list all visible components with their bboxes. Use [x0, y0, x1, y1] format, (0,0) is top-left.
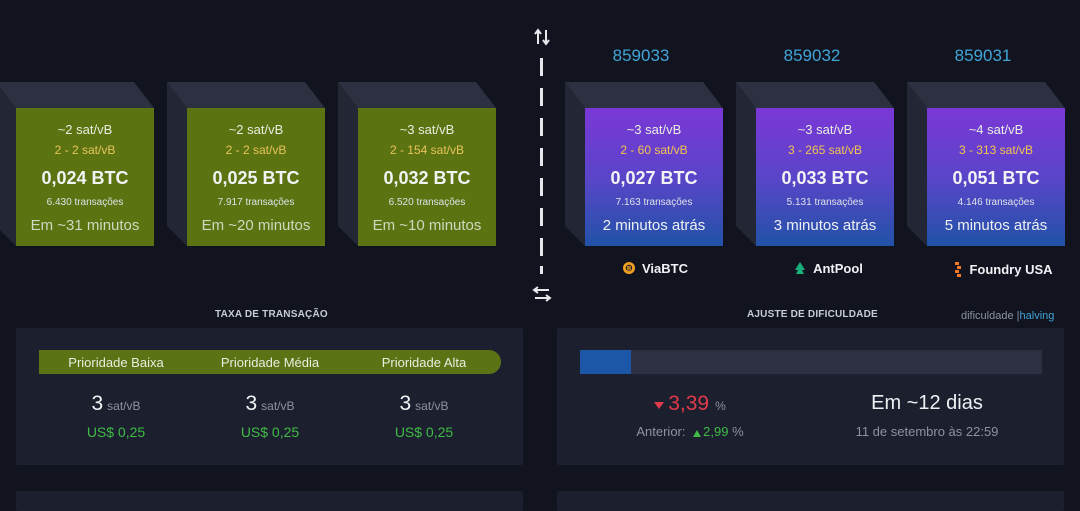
block-eta: Em ~10 minutos	[372, 217, 482, 234]
toggle-separator: |	[1016, 310, 1020, 322]
previous-value: 2,99	[703, 424, 729, 439]
block-total: 0,033 BTC	[781, 168, 869, 188]
difficulty-eta: Em ~12 dias	[871, 392, 983, 414]
block-tx-count: 7.163 transações	[615, 197, 693, 208]
block-time: 5 minutos atrás	[944, 217, 1048, 234]
block-fee-range: 2 - 2 sat/vB	[54, 143, 116, 157]
arrow-up-icon	[693, 425, 702, 440]
previous-unit: %	[732, 424, 744, 439]
divider-dash	[540, 178, 543, 196]
mempool-block[interactable]: ~2 sat/vB 2 - 2 sat/vB 0,024 BTC 6.430 t…	[0, 82, 154, 246]
next-panel-left	[16, 491, 523, 511]
block-tx-count: 5.131 transações	[786, 197, 864, 208]
block-total: 0,027 BTC	[610, 168, 698, 188]
difficulty-progress-bar	[580, 350, 1042, 374]
viabtc-logo-icon: B	[622, 261, 636, 278]
divider-dash	[540, 118, 543, 136]
fee-usd-medium: US$ 0,25	[240, 424, 300, 440]
pool-name: Foundry USA	[969, 261, 1053, 277]
foundry-logo-icon	[953, 261, 963, 280]
divider-dash	[540, 148, 543, 166]
priority-bar: Prioridade Baixa Prioridade Média Priori…	[39, 350, 501, 374]
block-fee-range: 3 - 313 sat/vB	[958, 143, 1034, 157]
fee-usd-high: US$ 0,25	[394, 424, 454, 440]
mined-block[interactable]: ~3 sat/vB 2 - 60 sat/vB 0,027 BTC 7.163 …	[565, 82, 723, 246]
fees-title: TAXA DE TRANSAÇÃO	[215, 309, 328, 320]
arrow-down-icon	[654, 397, 665, 415]
fee-unit: sat/vB	[261, 399, 295, 413]
difficulty-date: 11 de setembro às 22:59	[855, 424, 999, 439]
block-total: 0,025 BTC	[212, 168, 300, 188]
fee-value: 3	[399, 392, 412, 415]
block-time: 2 minutos atrás	[602, 217, 706, 234]
difficulty-change: 3,39%	[585, 392, 795, 416]
divider-dash	[540, 208, 543, 226]
block-fee-median: ~2 sat/vB	[57, 122, 113, 137]
fee-high: 3 sat/vB	[347, 392, 501, 416]
previous-label: Anterior:	[636, 424, 686, 439]
block-fee-median: ~3 sat/vB	[399, 122, 455, 137]
toggle-difficulty[interactable]: dificuldade	[961, 310, 1014, 322]
swap-direction-icon[interactable]	[533, 28, 553, 46]
difficulty-title: AJUSTE DE DIFICULDADE	[747, 309, 878, 320]
block-fee-range: 2 - 60 sat/vB	[620, 143, 688, 157]
divider-dash	[540, 58, 543, 76]
block-tx-count: 7.917 transações	[217, 197, 295, 208]
block-eta: Em ~31 minutos	[30, 217, 140, 234]
block-total: 0,032 BTC	[383, 168, 471, 188]
fee-unit: sat/vB	[415, 399, 449, 413]
block-height-link[interactable]: 859033	[612, 46, 670, 65]
difficulty-previous: Anterior: 2,99 %	[585, 424, 795, 440]
priority-low-label: Prioridade Baixa	[68, 355, 164, 370]
block-fee-median: ~4 sat/vB	[968, 122, 1024, 137]
difficulty-halving-toggle: dificuldade |halving	[961, 310, 1054, 322]
next-panel-right	[557, 491, 1064, 511]
mined-block[interactable]: ~3 sat/vB 3 - 265 sat/vB 0,033 BTC 5.131…	[736, 82, 894, 246]
fee-value: 3	[245, 392, 258, 415]
divider-dash	[540, 238, 543, 256]
block-fee-median: ~3 sat/vB	[626, 122, 682, 137]
fee-usd-low: US$ 0,25	[86, 424, 146, 440]
block-time: 3 minutos atrás	[773, 217, 877, 234]
priority-high-label: Prioridade Alta	[381, 355, 467, 370]
block-eta: Em ~20 minutos	[201, 217, 311, 234]
svg-text:B: B	[627, 266, 632, 273]
pool-link-viabtc[interactable]: B ViaBTC	[585, 261, 725, 278]
block-total: 0,024 BTC	[41, 168, 129, 188]
block-total: 0,051 BTC	[952, 168, 1040, 188]
block-tx-count: 6.430 transações	[46, 197, 124, 208]
toggle-halving[interactable]: halving	[1019, 310, 1055, 322]
fee-value: 3	[91, 392, 104, 415]
priority-medium-label: Prioridade Média	[220, 355, 320, 370]
divider-dash	[540, 266, 543, 274]
pool-name: AntPool	[813, 261, 863, 276]
block-height-link[interactable]: 859032	[783, 46, 841, 65]
mined-block[interactable]: ~4 sat/vB 3 - 313 sat/vB 0,051 BTC 4.146…	[907, 82, 1065, 246]
block-fee-range: 2 - 154 sat/vB	[389, 143, 465, 157]
mempool-block[interactable]: ~2 sat/vB 2 - 2 sat/vB 0,025 BTC 7.917 t…	[167, 82, 325, 246]
fee-low: 3 sat/vB	[39, 392, 193, 416]
block-tx-count: 6.520 transações	[388, 197, 466, 208]
block-fee-range: 3 - 265 sat/vB	[787, 143, 863, 157]
block-fee-median: ~2 sat/vB	[228, 122, 284, 137]
pool-link-foundry[interactable]: Foundry USA	[933, 261, 1073, 280]
divider-dash	[540, 88, 543, 106]
pool-name: ViaBTC	[642, 261, 688, 276]
fee-unit: sat/vB	[107, 399, 141, 413]
difficulty-change-unit: %	[715, 399, 726, 413]
swap-horizontal-icon[interactable]	[532, 285, 552, 303]
fee-medium: 3 sat/vB	[193, 392, 347, 416]
difficulty-change-value: 3,39	[668, 392, 710, 415]
difficulty-progress-fill	[580, 350, 631, 374]
mempool-block[interactable]: ~3 sat/vB 2 - 154 sat/vB 0,032 BTC 6.520…	[338, 82, 496, 246]
block-tx-count: 4.146 transações	[957, 197, 1035, 208]
block-fee-median: ~3 sat/vB	[797, 122, 853, 137]
antpool-logo-icon	[793, 261, 807, 278]
block-height-link[interactable]: 859031	[954, 46, 1012, 65]
block-fee-range: 2 - 2 sat/vB	[225, 143, 287, 157]
pool-link-antpool[interactable]: AntPool	[758, 261, 898, 278]
